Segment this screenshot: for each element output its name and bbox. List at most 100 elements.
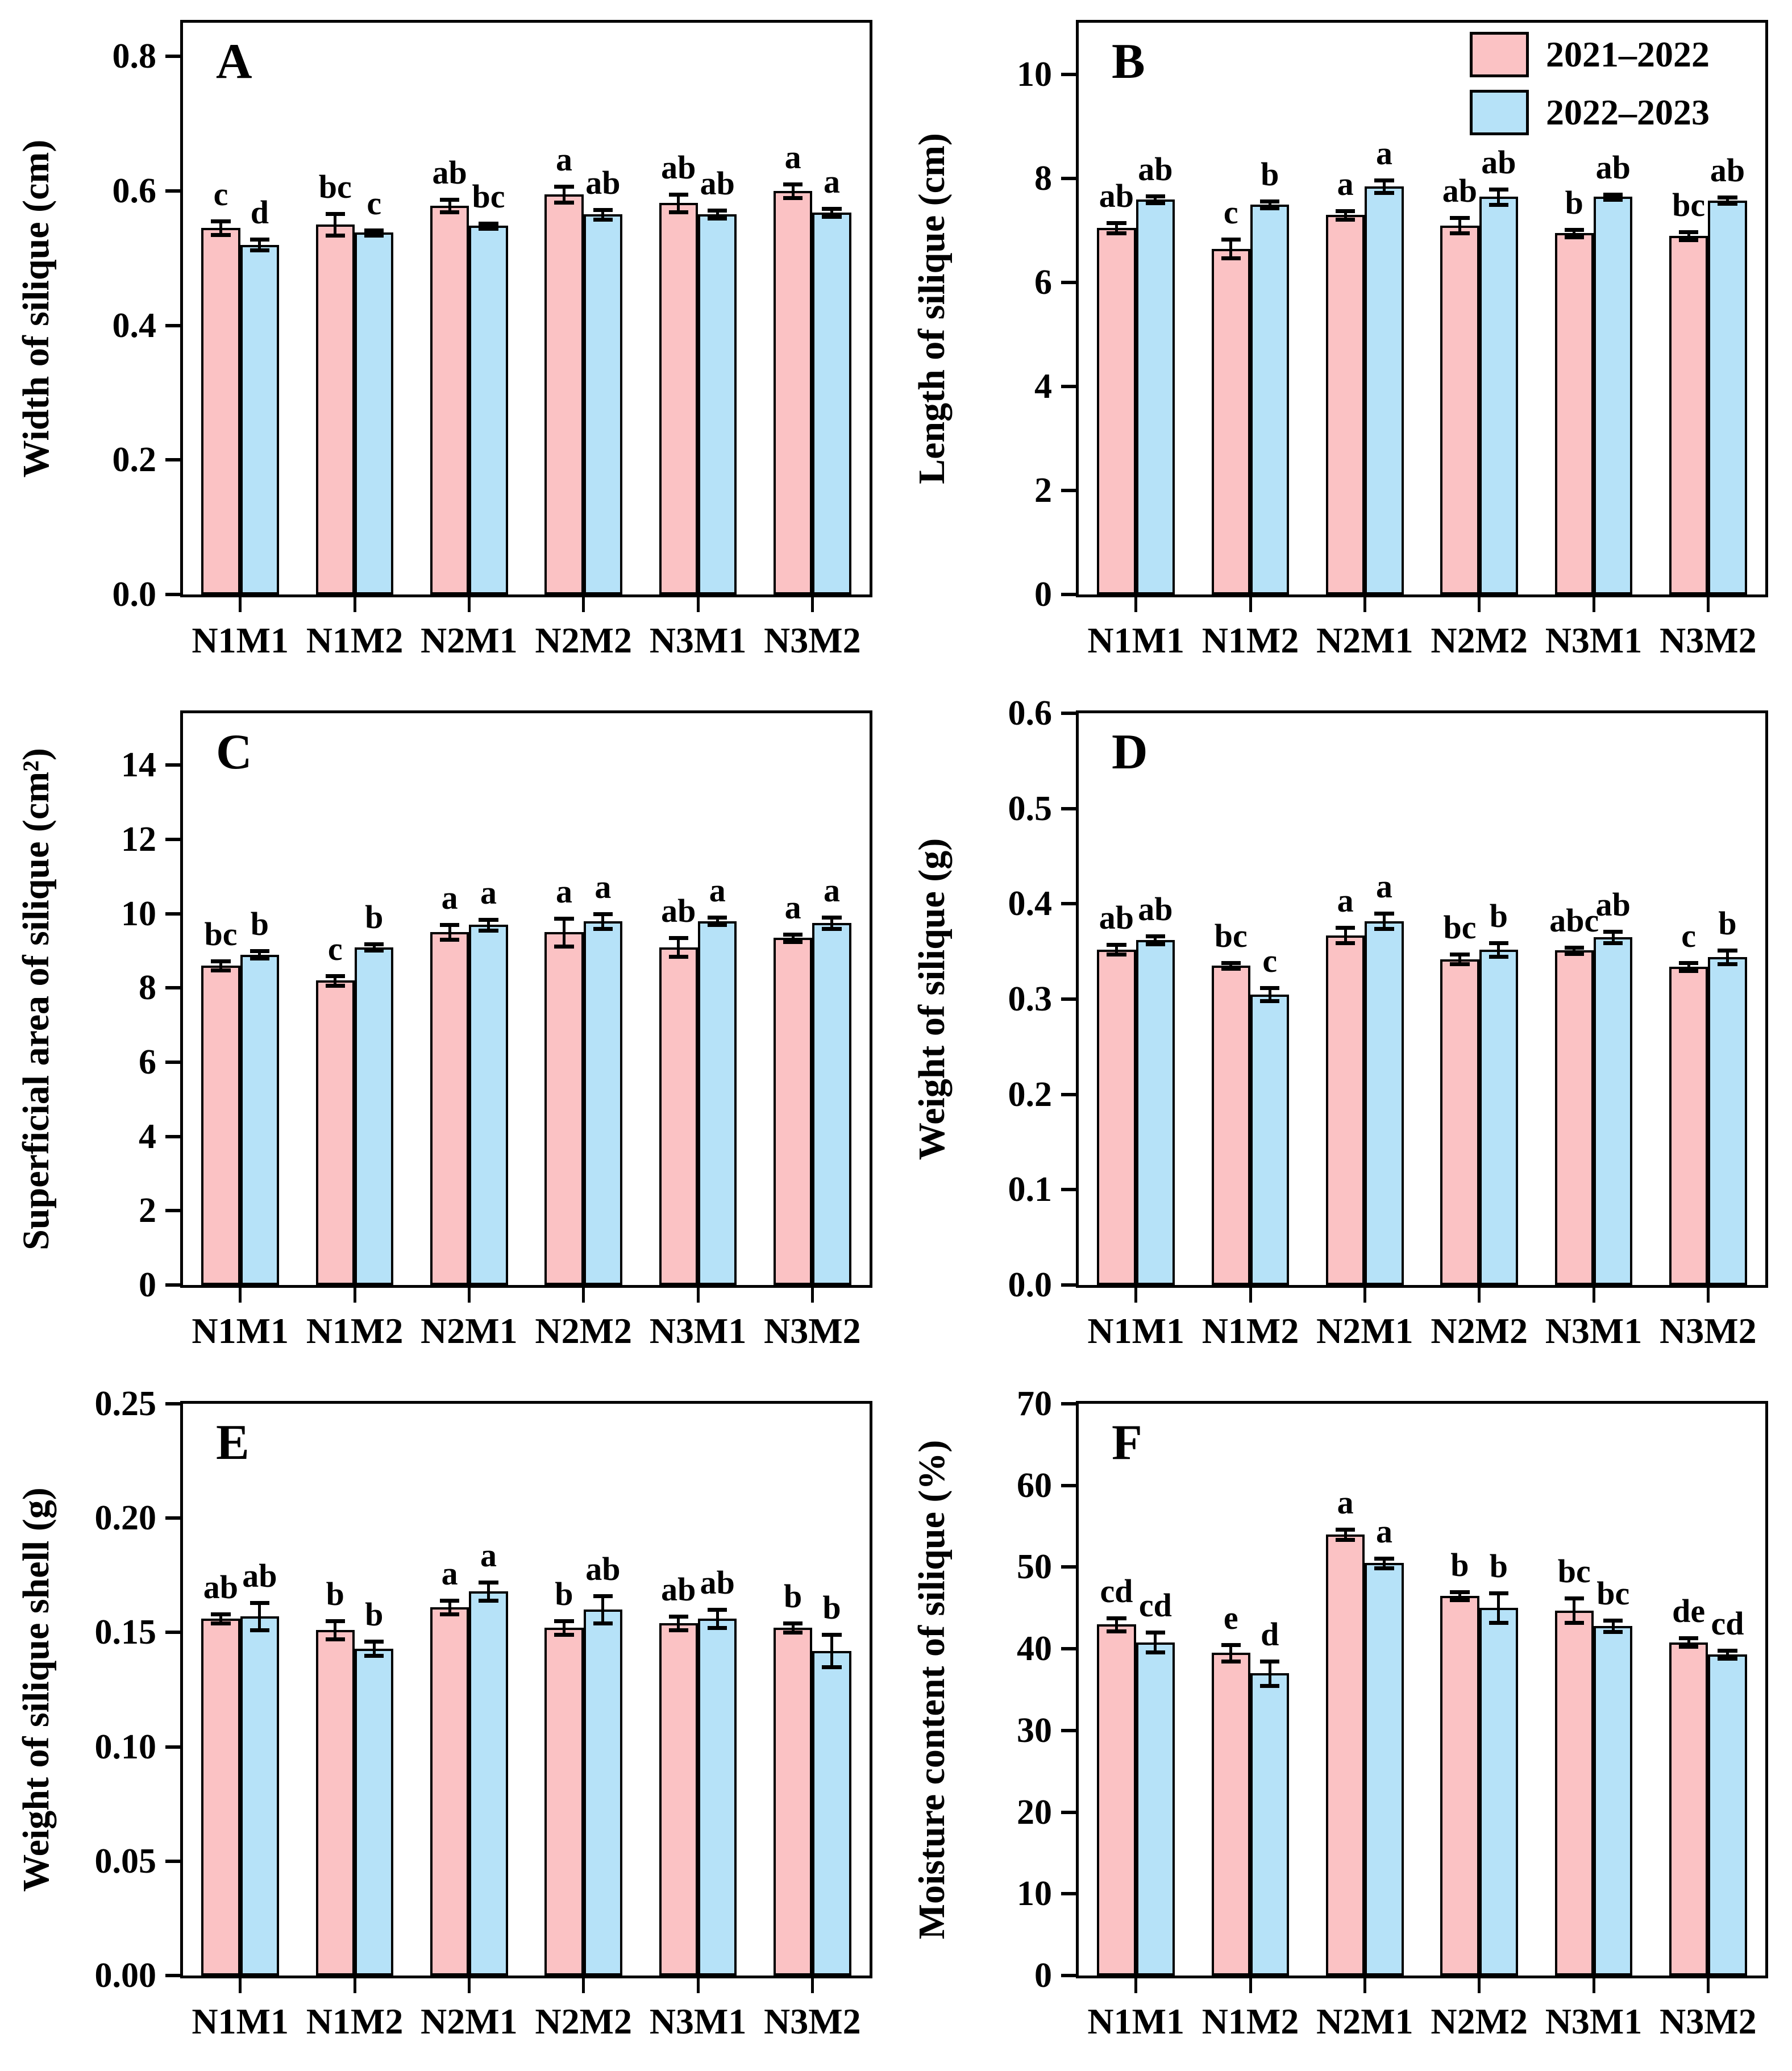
error-bar-cap-top — [1145, 194, 1165, 198]
error-bar-cap-bottom — [1678, 238, 1699, 243]
x-tick-mark — [1706, 597, 1710, 612]
significance-letter: b — [1261, 155, 1279, 193]
error-bar — [448, 1600, 451, 1615]
x-tick-mark — [582, 597, 585, 612]
bar-2022-2023 — [1594, 197, 1633, 594]
error-bar — [677, 194, 680, 212]
error-bar-cap-top — [250, 238, 269, 242]
error-bar-cap-top — [479, 221, 498, 226]
significance-letter: c — [367, 184, 382, 222]
y-tick-mark — [1061, 593, 1076, 596]
bar-2022-2023 — [1136, 940, 1175, 1285]
y-tick-mark — [165, 55, 180, 59]
error-bar — [1726, 197, 1729, 204]
y-tick-mark — [1061, 73, 1076, 77]
error-bar-cap-top — [1450, 1590, 1470, 1594]
y-tick-mark — [1061, 385, 1076, 389]
y-tick-mark — [1061, 1647, 1076, 1651]
bar-2022-2023 — [1479, 949, 1519, 1285]
panel-letter: B — [1112, 34, 1145, 89]
panel-letter: A — [216, 34, 252, 89]
panel-b: Length of silique (cm) B 0 2 4 6 8 10 N1M1 ab ab N1… — [896, 0, 1792, 691]
error-bar-cap-bottom — [364, 1653, 384, 1658]
error-bar-cap-bottom — [1145, 942, 1165, 946]
error-bar — [1154, 1632, 1157, 1652]
panel-letter: D — [1112, 725, 1148, 780]
error-bar — [1115, 223, 1118, 234]
significance-letter: ab — [1595, 148, 1631, 186]
error-bar — [1229, 963, 1233, 969]
error-bar — [1344, 211, 1347, 219]
y-tick-label: 10 — [121, 894, 156, 933]
error-bar-cap-top — [364, 942, 384, 947]
significance-letter: ab — [661, 148, 696, 186]
bar-2022-2023 — [812, 212, 851, 594]
error-bar-cap-top — [439, 198, 460, 202]
error-bar — [1497, 1593, 1500, 1623]
error-bar — [1458, 954, 1461, 964]
error-bar-cap-bottom — [593, 217, 613, 222]
error-bar — [1229, 239, 1233, 259]
bar-2022-2023 — [698, 921, 737, 1285]
error-bar-cap-top — [364, 228, 384, 232]
error-bar-cap-top — [1335, 209, 1356, 214]
error-bar-cap-top — [1374, 912, 1394, 916]
significance-letter: a — [555, 140, 572, 178]
error-bar-cap-bottom — [1450, 962, 1470, 966]
significance-letter: b — [1718, 905, 1737, 942]
bar-2021-2022 — [1211, 248, 1250, 594]
x-tick-label: N2M1 — [421, 2001, 518, 2041]
x-tick-mark — [353, 597, 356, 612]
y-tick-mark — [165, 1745, 180, 1749]
y-tick-label: 0.5 — [1008, 789, 1053, 828]
error-bar — [1383, 180, 1386, 193]
significance-letter: ab — [1099, 899, 1134, 937]
error-bar — [487, 223, 490, 229]
x-tick-label: N2M2 — [1431, 620, 1528, 660]
error-bar-cap-top — [364, 1640, 384, 1644]
x-tick-mark — [1478, 1288, 1481, 1303]
error-bar — [1687, 963, 1690, 971]
error-bar-cap-top — [668, 192, 688, 197]
error-bar-cap-top — [1603, 192, 1623, 197]
error-bar-cap-top — [593, 208, 613, 213]
x-tick-label: N2M2 — [1431, 1311, 1528, 1351]
bar-2022-2023 — [1136, 1642, 1175, 1976]
x-tick-mark — [353, 1288, 356, 1303]
y-tick-label: 0.8 — [112, 37, 157, 76]
error-bar — [258, 951, 261, 959]
error-bar-cap-bottom — [1145, 1650, 1165, 1654]
bar-2022-2023 — [698, 214, 737, 594]
y-tick-label: 0.2 — [112, 440, 157, 480]
error-bar-cap-top — [1260, 985, 1280, 990]
bar-2022-2023 — [469, 1591, 508, 1976]
significance-letter: a — [480, 874, 497, 911]
y-tick-label: 10 — [1017, 55, 1052, 94]
bar-2022-2023 — [240, 244, 280, 594]
bar-2022-2023 — [240, 954, 280, 1285]
error-bar-cap-bottom — [211, 968, 231, 973]
error-bar — [562, 186, 566, 202]
legend-item: 2022–2023 — [1470, 90, 1710, 135]
x-tick-mark — [467, 1978, 471, 1993]
bar-2022-2023 — [1136, 199, 1175, 594]
significance-letter: b — [1489, 1548, 1508, 1585]
error-bar — [1611, 194, 1615, 199]
error-bar — [1687, 1638, 1690, 1646]
error-bar-cap-top — [1221, 961, 1241, 966]
x-tick-label: N3M2 — [1660, 1311, 1757, 1351]
x-tick-mark — [1134, 1978, 1138, 1993]
y-tick-mark — [165, 1859, 180, 1863]
error-bar-cap-top — [325, 974, 345, 978]
x-tick-label: N1M2 — [306, 1311, 404, 1351]
bar-2022-2023 — [698, 1619, 737, 1976]
y-tick-label: 0.4 — [112, 306, 157, 345]
error-bar-cap-bottom — [364, 948, 384, 953]
bar-2021-2022 — [315, 224, 355, 594]
x-tick-mark — [1249, 597, 1252, 612]
significance-letter: ab — [1442, 172, 1478, 209]
error-bar-cap-top — [325, 212, 345, 217]
bar-2022-2023 — [469, 226, 508, 594]
x-tick-mark — [1363, 597, 1366, 612]
